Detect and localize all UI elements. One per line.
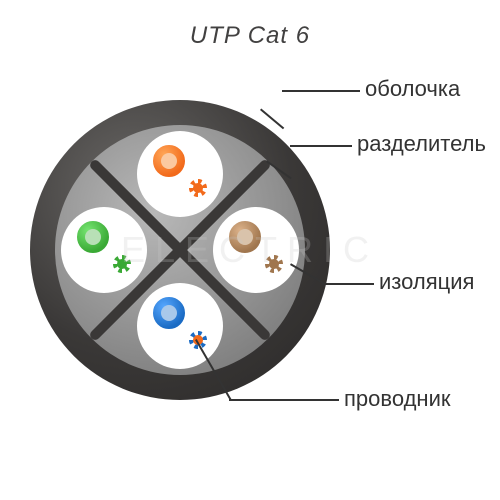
wire-conductor <box>237 229 253 245</box>
wire-conductor <box>269 259 279 269</box>
twisted-pair-left <box>61 207 147 293</box>
wire-conductor <box>161 153 177 169</box>
twisted-pair-right <box>213 207 299 293</box>
wire-striped <box>185 327 211 353</box>
label-jacket: оболочка <box>365 76 460 102</box>
label-conductor: проводник <box>344 386 450 412</box>
label-insulation: изоляция <box>379 269 474 295</box>
wire-striped <box>261 251 287 277</box>
leader-line <box>322 283 374 285</box>
wire-solid <box>223 215 267 259</box>
leader-line <box>282 90 360 92</box>
wire-conductor <box>161 305 177 321</box>
wire-solid <box>147 291 191 335</box>
diagram-title: UTP Cat 6 <box>190 22 310 50</box>
wire-solid <box>147 139 191 183</box>
label-separator: разделитель <box>357 131 486 157</box>
cable-cross-section <box>30 100 330 400</box>
twisted-pair-top <box>137 131 223 217</box>
wire-solid <box>71 215 115 259</box>
leader-line <box>229 399 339 401</box>
wire-striped <box>185 175 211 201</box>
leader-line <box>290 145 352 147</box>
wire-striped <box>109 251 135 277</box>
wire-conductor <box>117 259 127 269</box>
wire-conductor <box>193 183 203 193</box>
twisted-pair-bottom <box>137 283 223 369</box>
wire-conductor <box>85 229 101 245</box>
